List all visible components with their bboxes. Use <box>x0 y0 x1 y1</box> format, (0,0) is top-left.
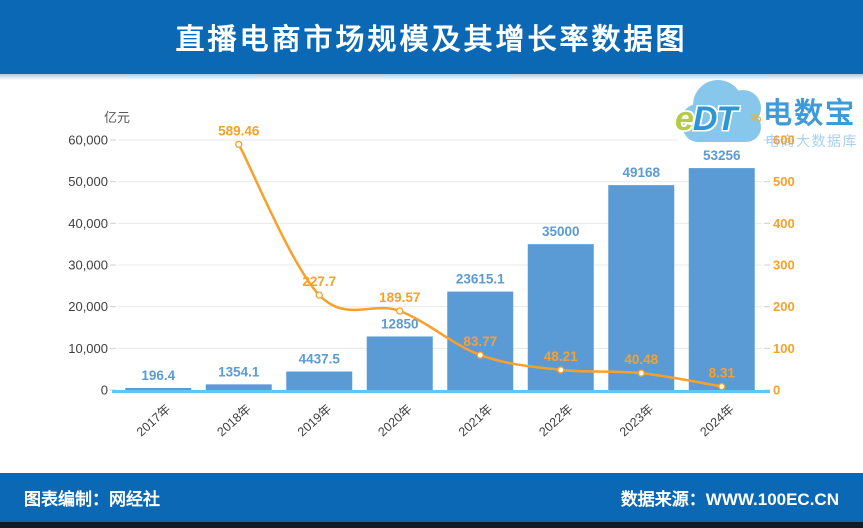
edt-logo-dt: DT <box>692 100 737 138</box>
bar-value-label: 1354.1 <box>218 364 260 379</box>
left-axis-tick-label: 40,000 <box>68 216 108 231</box>
right-axis-tick-label: 600 <box>773 133 795 148</box>
line-value-label: 40.48 <box>624 352 658 367</box>
edt-logo-text: eDT <box>675 100 737 139</box>
bar-value-label: 53256 <box>703 148 741 163</box>
bar-value-label: 196.4 <box>141 368 175 383</box>
line-point-marker <box>637 369 645 377</box>
bottom-border <box>0 522 863 528</box>
dual-axis-chart: 60,000 600 50,000 500 40,000 400 30,000 300 20,0… <box>68 110 795 439</box>
bar-value-label: 49168 <box>622 165 660 180</box>
x-axis-label: 2020年 <box>375 402 414 439</box>
line-point-marker <box>476 351 484 359</box>
bar-2022年 <box>527 244 594 390</box>
right-axis-tick-label: 100 <box>773 341 795 356</box>
left-axis-tick-label: 50,000 <box>68 174 108 189</box>
bar-2019年 <box>286 371 353 390</box>
footer-bar: 图表编制：网经社 数据来源：WWW.100EC.CN <box>0 473 863 522</box>
x-axis-label: 2023年 <box>617 402 656 439</box>
watermark-brand: 电数宝 <box>763 98 857 130</box>
line-value-label: 48.21 <box>544 349 578 364</box>
bar-value-label: 12850 <box>381 316 419 331</box>
line-value-label: 589.46 <box>218 123 260 138</box>
line-point-marker <box>557 366 565 374</box>
line-point-marker <box>718 382 726 391</box>
bar-2021年 <box>447 291 514 390</box>
right-axis-title: % <box>751 111 762 125</box>
right-axis-tick-label: 300 <box>773 258 795 273</box>
watermark-subtitle: 电商大数据库 <box>765 133 858 149</box>
line-value-label: 227.7 <box>302 274 336 289</box>
edt-watermark: eDT 电数宝 电商大数据库 <box>663 76 863 166</box>
left-axis-title: 亿元 <box>104 110 130 125</box>
bar-2024年 <box>688 168 755 390</box>
left-axis-tick-label: 10,000 <box>68 341 108 356</box>
footer-source: 数据来源：WWW.100EC.CN <box>620 490 839 509</box>
bar-value-label: 35000 <box>542 224 580 239</box>
bar-value-label: 4437.5 <box>299 352 341 367</box>
bar-2017年 <box>125 388 192 390</box>
left-axis-tick-label: 0 <box>101 383 108 398</box>
right-axis-tick-label: 200 <box>773 299 795 314</box>
bar-2018年 <box>205 384 272 390</box>
page-title: 直播电商市场规模及其增长率数据图 <box>175 24 688 56</box>
bar-2020年 <box>366 336 433 390</box>
line-value-label: 8.31 <box>709 366 736 381</box>
left-axis-tick-label: 30,000 <box>68 258 108 273</box>
left-axis-tick-label: 60,000 <box>68 133 108 148</box>
line-value-label: 189.57 <box>379 290 420 305</box>
bar-2023年 <box>608 185 675 390</box>
line-point-marker <box>235 140 243 149</box>
line-point-marker <box>315 291 323 299</box>
x-axis-label: 2024年 <box>697 402 736 439</box>
header-bar: 直播电商市场规模及其增长率数据图 <box>0 0 863 74</box>
x-axis-label: 2017年 <box>134 402 173 439</box>
x-axis-label: 2022年 <box>536 402 575 439</box>
x-axis-label: 2021年 <box>456 402 495 439</box>
footer-credit: 图表编制：网经社 <box>24 490 160 509</box>
line-value-label: 83.77 <box>463 334 497 349</box>
right-axis-tick-label: 400 <box>773 216 795 231</box>
left-axis-tick-label: 20,000 <box>68 299 108 314</box>
header-fade-divider <box>0 74 863 80</box>
right-axis-tick-label: 0 <box>773 383 780 398</box>
x-axis-label: 2019年 <box>295 402 334 439</box>
edt-logo-e: e <box>675 100 694 138</box>
bar-value-label: 23615.1 <box>456 272 505 287</box>
line-point-marker <box>396 307 404 315</box>
right-axis-tick-label: 500 <box>773 174 795 189</box>
x-axis-label: 2018年 <box>214 402 253 439</box>
cloud-icon <box>681 80 763 144</box>
